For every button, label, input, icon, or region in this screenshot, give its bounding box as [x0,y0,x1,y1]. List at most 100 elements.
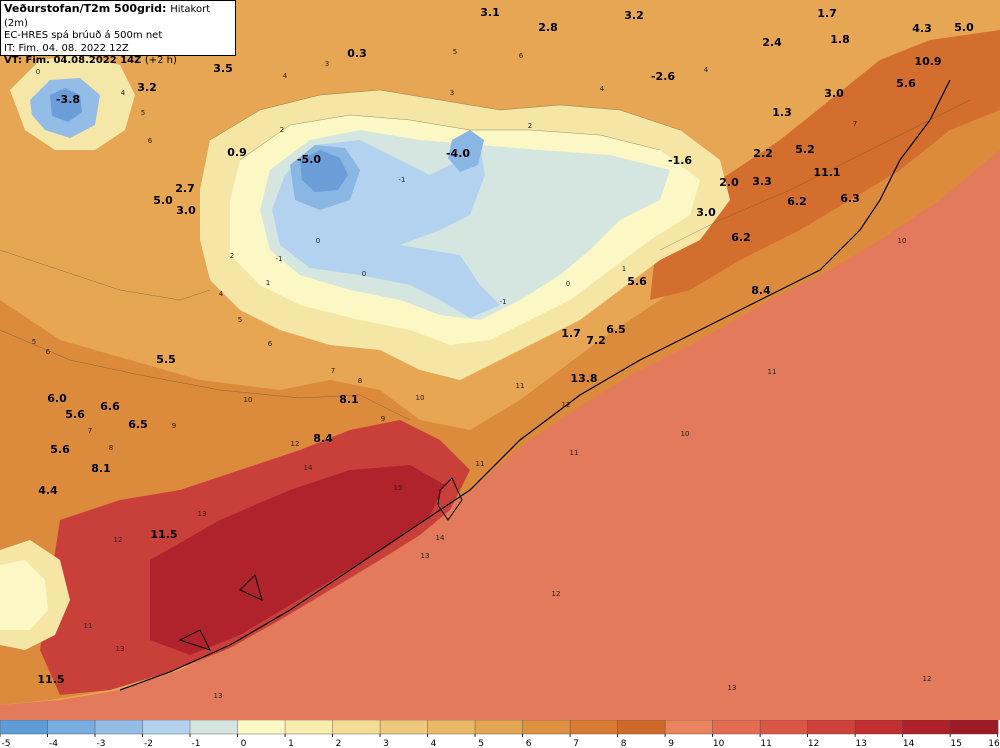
temperature-label: 1.7 [817,7,837,20]
temperature-label: 2.4 [762,36,782,49]
model-description: EC-HRES spá brúuð á 500m net [4,30,163,41]
temperature-label: 1.3 [772,106,792,119]
colorbar-tick-label: 7 [573,739,579,748]
colorbar-bin [522,720,571,735]
colorbar-bins [0,720,999,735]
map-info-box: Veðurstofan/T2m 500grid: Hitakort (2m) E… [0,0,236,66]
contour-label: 13 [728,684,737,692]
temperature-label: 4.4 [38,484,58,497]
valid-offset: (+2 h) [144,55,177,66]
coast-detail [178,477,463,651]
temperature-label: 5.6 [50,443,70,456]
colorbar-bin [807,720,856,735]
contour-label: 5 [238,316,242,324]
temperature-label: 5.6 [627,275,647,288]
temperature-label: 8.4 [751,284,771,297]
contour-label: 0 [36,68,40,76]
contour-label: 4 [600,85,605,93]
temperature-label: 3.2 [624,9,644,22]
temperature-label: 8.1 [339,393,359,406]
temperature-label: 3.0 [696,206,716,219]
colorbar-tick-label: 5 [478,739,484,748]
contour-label: 8 [109,444,113,452]
contour-label: 10 [681,430,690,438]
contour-label: 13 [198,510,207,518]
temperature-label: 3.1 [480,6,500,19]
colorbar-tick-label: 13 [855,739,866,748]
contour-label: 15 [394,484,403,492]
contour-label: 7 [853,120,857,128]
contour-label: 4 [121,89,126,97]
temperature-label: 11.5 [37,673,64,686]
contour-label: 11 [570,449,579,457]
colorbar-bin [284,720,334,735]
contour-label: 12 [552,590,561,598]
glacier-east-cold [448,130,484,172]
temperature-label: 6.5 [128,418,148,431]
contour-label: 5 [141,109,145,117]
colorbar-tick-label: -3 [97,739,106,748]
colorbar-bin [0,720,49,735]
coastline [119,79,951,691]
temperature-label: 3.3 [752,175,772,188]
colorbar-bin [712,720,761,735]
glacier-coldest [300,150,348,192]
temperature-label: 5.2 [795,143,815,156]
contour-label: -1 [399,176,406,184]
contour-label: 11 [84,622,93,630]
contour-label: 11 [476,460,485,468]
contour-label: 11 [516,382,525,390]
contour-label: 13 [116,645,125,653]
temperature-label: 2.7 [175,182,195,195]
colorbar-tick-label: -4 [49,739,58,748]
valid-time-line: VT: Fim. 04.08.2022 14Z (+2 h) [4,55,232,68]
temperature-map: -3.83.23.50.33.12.83.2 1.71.84.3 5.010.92.… [0,0,1000,720]
contour-label: 10 [898,237,907,245]
colorbar-bin [664,720,714,735]
temperature-label: 6.3 [840,192,860,205]
colorbar-tick-label: 6 [526,739,532,748]
colorbar-bin [569,720,619,735]
west-pale-patch [0,560,48,630]
contour-label: 5 [453,48,457,56]
temperature-label: 6.2 [787,195,807,208]
colorbar-tick-label: -5 [2,739,11,748]
colorbar-tick-label: -2 [144,739,153,748]
colorbar-tick-label: 2 [336,739,342,748]
temperature-label: 6.6 [100,400,120,413]
colorbar-tick-label: 4 [431,739,437,748]
contour-label: 6 [519,52,524,60]
contour-label: 12 [114,536,123,544]
contour-label: -1 [276,255,283,263]
temperature-label: 5.6 [65,408,85,421]
contour-label: 9 [381,415,385,423]
temperature-label: 5.5 [156,353,176,366]
contour-label: 3 [450,89,454,97]
temperature-label: -2.6 [651,70,675,83]
colorbar-bin [854,720,904,735]
contour-label: 11 [768,368,777,376]
colorbar-bin [379,720,429,735]
temperature-label: 3.0 [176,204,196,217]
temperature-label: 6.2 [731,231,751,244]
contour-label: 13 [421,552,430,560]
contour-label: 12 [562,401,571,409]
contour-label: -1 [500,298,507,306]
colorbar-ticks: -5 -4 -3 -2 -1 0 1 2 3 4 5 6 7 8 9 10 11 12 13 14 15 16 [0,734,1000,748]
contour-label: 13 [214,692,223,700]
map-title: Veðurstofan/T2m 500grid: [4,2,167,15]
temperature-label: -3.8 [56,93,80,106]
temperature-label: 6.5 [606,323,626,336]
colorbar: -5 -4 -3 -2 -1 0 1 2 3 4 5 6 7 8 9 10 11 12 13 14 15 16 [0,720,1000,748]
temperature-label: 11.1 [813,166,840,179]
colorbar-bin [759,720,809,735]
temperature-label: -5.0 [297,153,321,166]
temperature-label: 3.2 [137,81,157,94]
colorbar-bin [189,720,239,735]
contour-label: 4 [283,72,288,80]
temperature-label: 1.8 [830,33,850,46]
colorbar-bin [427,720,476,735]
colorbar-bin [142,720,191,735]
contour-label: 0 [362,270,366,278]
temperature-label: 8.4 [313,432,333,445]
